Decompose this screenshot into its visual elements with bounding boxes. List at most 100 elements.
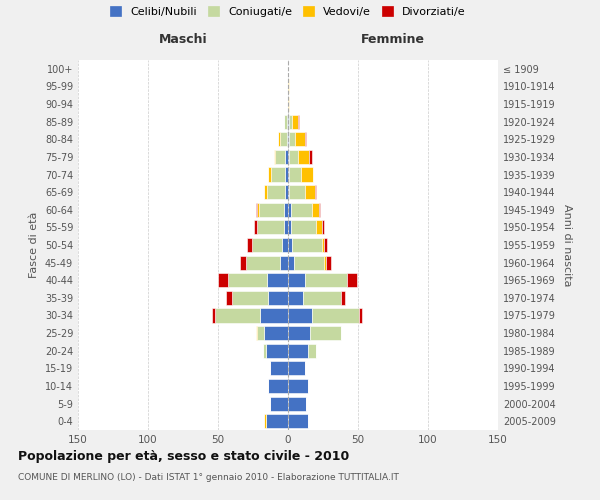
Bar bbox=[257, 326, 264, 340]
Bar bbox=[270, 362, 288, 376]
Text: Maschi: Maschi bbox=[158, 33, 208, 46]
Bar bbox=[283, 238, 288, 252]
Bar bbox=[241, 256, 246, 270]
Bar bbox=[246, 256, 280, 270]
Bar bbox=[319, 202, 320, 217]
Bar bbox=[256, 202, 257, 217]
Bar bbox=[288, 344, 308, 358]
Bar bbox=[288, 150, 289, 164]
Text: Popolazione per età, sesso e stato civile - 2010: Popolazione per età, sesso e stato civil… bbox=[18, 450, 349, 463]
Bar bbox=[309, 150, 312, 164]
Bar bbox=[347, 273, 356, 287]
Bar bbox=[288, 379, 308, 393]
Bar bbox=[287, 132, 288, 146]
Bar bbox=[267, 185, 285, 199]
Y-axis label: Fasce di età: Fasce di età bbox=[29, 212, 39, 278]
Bar bbox=[288, 273, 305, 287]
Bar bbox=[325, 238, 327, 252]
Bar bbox=[292, 114, 298, 128]
Bar bbox=[260, 308, 288, 322]
Bar bbox=[268, 168, 271, 181]
Bar bbox=[288, 238, 292, 252]
Bar bbox=[285, 150, 288, 164]
Bar bbox=[267, 273, 288, 287]
Bar bbox=[288, 114, 289, 128]
Bar bbox=[304, 291, 341, 305]
Bar bbox=[274, 150, 275, 164]
Bar bbox=[215, 308, 260, 322]
Bar bbox=[226, 291, 232, 305]
Bar bbox=[325, 256, 326, 270]
Bar bbox=[268, 291, 288, 305]
Bar bbox=[305, 273, 347, 287]
Bar bbox=[257, 220, 284, 234]
Bar bbox=[288, 362, 305, 376]
Bar bbox=[359, 308, 362, 322]
Bar bbox=[289, 168, 301, 181]
Bar bbox=[312, 308, 359, 322]
Bar bbox=[280, 256, 288, 270]
Bar bbox=[218, 273, 228, 287]
Bar bbox=[288, 185, 289, 199]
Bar bbox=[263, 344, 266, 358]
Bar bbox=[264, 185, 267, 199]
Bar bbox=[316, 220, 322, 234]
Bar bbox=[232, 291, 268, 305]
Bar bbox=[292, 238, 322, 252]
Bar bbox=[322, 220, 325, 234]
Bar bbox=[266, 414, 288, 428]
Bar bbox=[305, 185, 314, 199]
Bar bbox=[247, 238, 251, 252]
Bar bbox=[293, 256, 325, 270]
Bar bbox=[298, 150, 309, 164]
Bar bbox=[301, 168, 313, 181]
Bar bbox=[312, 202, 319, 217]
Bar bbox=[285, 185, 288, 199]
Bar bbox=[288, 396, 306, 410]
Bar bbox=[280, 132, 287, 146]
Text: Femmine: Femmine bbox=[361, 33, 425, 46]
Bar bbox=[308, 344, 316, 358]
Bar bbox=[288, 414, 308, 428]
Legend: Celibi/Nubili, Coniugati/e, Vedovi/e, Divorziati/e: Celibi/Nubili, Coniugati/e, Vedovi/e, Di… bbox=[110, 6, 466, 17]
Bar bbox=[287, 114, 288, 128]
Bar bbox=[291, 220, 316, 234]
Bar bbox=[288, 220, 291, 234]
Bar bbox=[284, 220, 288, 234]
Bar bbox=[288, 291, 304, 305]
Bar bbox=[288, 202, 291, 217]
Bar bbox=[289, 185, 305, 199]
Bar bbox=[212, 308, 215, 322]
Bar bbox=[326, 256, 331, 270]
Bar bbox=[259, 202, 284, 217]
Bar bbox=[271, 168, 285, 181]
Bar bbox=[285, 168, 288, 181]
Bar bbox=[228, 273, 267, 287]
Bar bbox=[284, 114, 287, 128]
Bar bbox=[257, 202, 259, 217]
Bar bbox=[251, 238, 283, 252]
Bar bbox=[288, 308, 312, 322]
Bar bbox=[322, 238, 325, 252]
Bar bbox=[278, 132, 280, 146]
Bar bbox=[289, 150, 298, 164]
Bar bbox=[288, 80, 289, 94]
Bar bbox=[310, 326, 341, 340]
Bar bbox=[305, 132, 306, 146]
Bar bbox=[270, 396, 288, 410]
Bar bbox=[264, 414, 266, 428]
Bar bbox=[254, 220, 257, 234]
Bar bbox=[298, 114, 299, 128]
Y-axis label: Anni di nascita: Anni di nascita bbox=[562, 204, 572, 286]
Bar bbox=[314, 185, 316, 199]
Bar bbox=[289, 114, 292, 128]
Bar bbox=[264, 326, 288, 340]
Bar bbox=[268, 379, 288, 393]
Bar bbox=[295, 132, 305, 146]
Bar bbox=[341, 291, 346, 305]
Bar bbox=[256, 326, 257, 340]
Text: COMUNE DI MERLINO (LO) - Dati ISTAT 1° gennaio 2010 - Elaborazione TUTTITALIA.IT: COMUNE DI MERLINO (LO) - Dati ISTAT 1° g… bbox=[18, 472, 399, 482]
Bar bbox=[284, 202, 288, 217]
Bar bbox=[289, 132, 295, 146]
Bar bbox=[288, 97, 289, 111]
